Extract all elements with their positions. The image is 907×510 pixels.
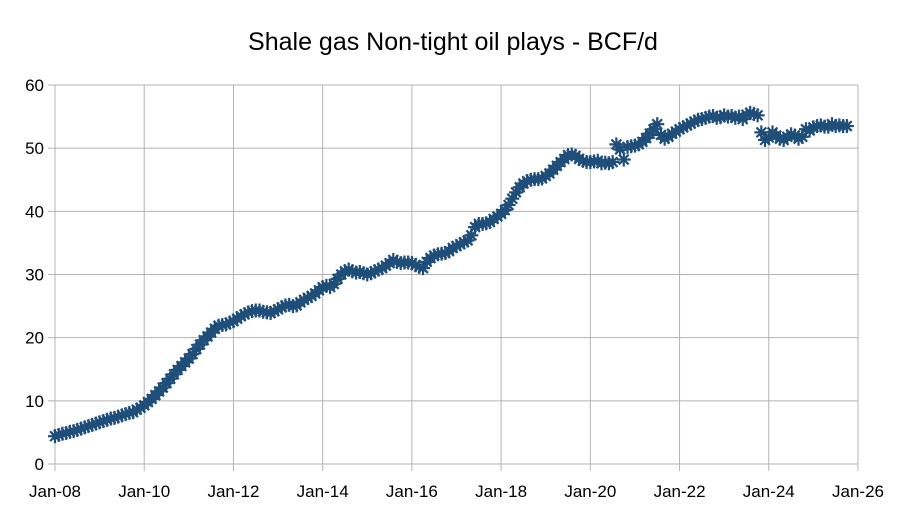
chart-title: Shale gas Non-tight oil plays - BCF/d — [248, 28, 658, 56]
data-point — [464, 228, 479, 243]
x-tick-label: Jan-26 — [832, 482, 884, 501]
x-tick-label: Jan-16 — [386, 482, 438, 501]
x-tick-label: Jan-22 — [654, 482, 706, 501]
data-point — [616, 152, 631, 167]
data-points — [48, 105, 854, 444]
data-point — [750, 108, 765, 123]
data-point — [416, 261, 431, 276]
x-tick-label: Jan-08 — [29, 482, 81, 501]
x-tick-label: Jan-20 — [564, 482, 616, 501]
y-tick-label: 30 — [25, 266, 44, 285]
x-tick-label: Jan-18 — [475, 482, 527, 501]
data-point — [839, 119, 854, 134]
x-axis: Jan-08 Jan-10 Jan-12 Jan-14 Jan-16 Jan-18 Jan-… — [29, 482, 884, 501]
y-tick-label: 50 — [25, 139, 44, 158]
y-axis: 0 10 20 30 40 50 60 — [25, 76, 55, 474]
x-tick-label: Jan-10 — [118, 482, 170, 501]
y-tick-label: 0 — [35, 455, 44, 474]
x-tick-label: Jan-14 — [297, 482, 349, 501]
data-point — [605, 155, 620, 170]
y-tick-label: 60 — [25, 76, 44, 95]
y-tick-label: 40 — [25, 202, 44, 221]
grid — [54, 84, 859, 471]
data-point — [650, 117, 665, 132]
x-tick-label: Jan-24 — [743, 482, 795, 501]
y-tick-label: 10 — [25, 392, 44, 411]
x-tick-label: Jan-12 — [207, 482, 259, 501]
y-tick-label: 20 — [25, 329, 44, 348]
